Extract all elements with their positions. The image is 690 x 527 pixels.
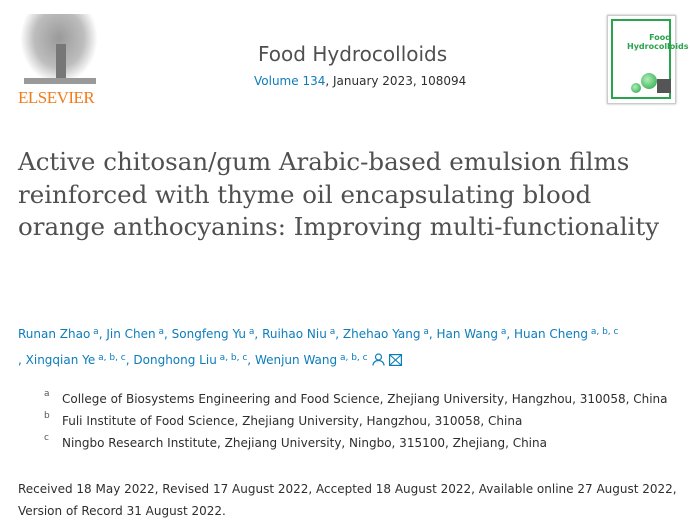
person-icon[interactable] [372, 350, 385, 374]
author-link[interactable]: Wenjun Wang [254, 353, 338, 367]
author-affiliation-marker: a, b, c [95, 353, 126, 363]
author-link[interactable]: Huan Cheng [514, 327, 588, 341]
author-link[interactable]: Runan Zhao [18, 327, 91, 341]
cover-title: Food Hydrocolloids [627, 33, 689, 51]
author-affiliation-marker: a [246, 327, 255, 337]
author-link[interactable]: Zhehao Yang [342, 327, 421, 341]
author-link[interactable]: Songfeng Yu [171, 327, 247, 341]
elsevier-wordmark: ELSEVIER [18, 88, 95, 107]
article-title: Active chitosan/gum Arabic-based emulsio… [18, 147, 660, 241]
author-affiliation-marker: a [155, 327, 164, 337]
author-affiliation-marker: a [497, 327, 507, 337]
issue-date: , January 2023, 108094 [325, 74, 467, 88]
author-link[interactable]: Donghong Liu [133, 353, 217, 367]
affiliation-label: a [44, 389, 50, 399]
author-link[interactable]: Jin Chen [106, 327, 156, 341]
tree-logo-icon [20, 14, 98, 84]
author-link[interactable]: Xingqian Ye [25, 353, 96, 367]
affiliation-label: c [44, 433, 49, 443]
author-link[interactable]: Han Wang [436, 327, 498, 341]
affiliation-text: Fuli Institute of Food Science, Zhejiang… [62, 414, 523, 428]
affiliation-text: College of Biosystems Engineering and Fo… [62, 392, 668, 406]
journal-cover[interactable]: Food Hydrocolloids [607, 15, 689, 104]
journal-title[interactable]: Food Hydrocolloids [258, 42, 448, 66]
author-affiliation-marker: a [90, 327, 99, 337]
author-affiliation-marker: a, b, c [337, 353, 368, 363]
author-link[interactable]: Ruihao Niu [262, 327, 327, 341]
author-list: Runan Zhao a, Jin Chen a, Songfeng Yu a,… [18, 320, 678, 374]
volume-info: Volume 134, January 2023, 108094 [254, 74, 466, 88]
author-affiliation-marker: a [420, 327, 429, 337]
publication-dates: Received 18 May 2022, Revised 17 August … [18, 482, 677, 518]
author-affiliation-marker: a, b, c [588, 327, 619, 337]
affiliation-text: Ningbo Research Institute, Zhejiang Univ… [62, 436, 547, 450]
volume-link[interactable]: Volume 134 [254, 74, 326, 88]
author-affiliation-marker: a [326, 327, 336, 337]
elsevier-logo[interactable]: ELSEVIER [18, 14, 100, 107]
author-affiliation-marker: a, b, c [216, 353, 248, 363]
envelope-icon[interactable] [388, 350, 402, 374]
affiliation-label: b [44, 411, 50, 421]
